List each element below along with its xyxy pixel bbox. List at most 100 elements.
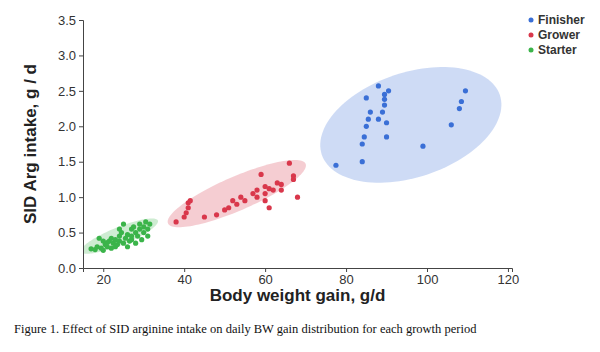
x-tick-label: 120 — [498, 272, 520, 287]
y-tick-label: 2.0 — [58, 119, 76, 134]
x-tick: 40 — [177, 268, 191, 287]
point — [125, 244, 130, 249]
point — [145, 234, 150, 239]
point — [333, 163, 338, 168]
point — [267, 205, 272, 210]
point — [463, 88, 468, 93]
point — [420, 144, 425, 149]
point — [121, 221, 126, 226]
point — [117, 226, 122, 231]
ellipse — [83, 218, 158, 253]
x-tick-label: 40 — [177, 272, 191, 287]
y-tick: 3.5 — [58, 13, 83, 28]
point — [173, 219, 178, 224]
x-tick: 80 — [339, 268, 353, 287]
legend-entry: Starter — [529, 43, 578, 57]
point — [364, 124, 369, 129]
y-axis-line — [79, 21, 84, 269]
x-tick-label: 60 — [258, 272, 272, 287]
point — [129, 237, 134, 242]
point — [386, 88, 391, 93]
point — [449, 122, 454, 127]
point — [376, 83, 381, 88]
point — [366, 117, 371, 122]
x-axis-title: Body weight gain, g/d — [210, 286, 386, 305]
y-tick: 2.5 — [58, 84, 83, 99]
x-tick: 20 — [97, 268, 111, 287]
y-axis-title: SID Arg intake, g / d — [21, 64, 40, 224]
point — [145, 226, 150, 231]
legend-marker — [529, 48, 534, 53]
series — [173, 161, 300, 225]
point — [101, 238, 106, 243]
caption: Figure 1. Effect of SID arginine intake … — [14, 322, 477, 336]
y-tick-label: 1.5 — [58, 154, 76, 169]
point — [238, 195, 243, 200]
point — [226, 205, 231, 210]
point — [121, 241, 126, 246]
point — [382, 102, 387, 107]
y-tick-label: 3.5 — [58, 13, 76, 28]
y-axis: 0.0 0.5 1.0 1.5 2.0 2.5 3.0 3.5 — [58, 13, 84, 276]
legend-entry: Grower — [529, 28, 581, 42]
point — [254, 187, 259, 192]
point — [242, 198, 247, 203]
point — [141, 230, 146, 235]
point — [250, 191, 255, 196]
point — [360, 141, 365, 146]
x-tick: 100 — [417, 268, 439, 287]
point — [279, 182, 284, 187]
point — [384, 120, 389, 125]
y-tick: 2.0 — [58, 119, 83, 134]
point — [133, 241, 138, 246]
x-tick-label: 100 — [417, 272, 439, 287]
y-tick-mark — [79, 91, 83, 92]
point — [376, 117, 381, 122]
point — [368, 110, 373, 115]
x-axis: 20 40 60 80 100 120 — [84, 268, 520, 287]
y-tick-mark — [79, 55, 83, 56]
point — [139, 237, 144, 242]
legend-marker — [529, 33, 534, 38]
point — [279, 187, 284, 192]
y-tick-label: 0.5 — [58, 225, 76, 240]
point — [360, 159, 365, 164]
legend-label: Starter — [538, 43, 577, 57]
ellipse — [168, 160, 306, 227]
legend-marker — [529, 18, 534, 23]
point — [287, 161, 292, 166]
point — [295, 195, 300, 200]
point — [382, 92, 387, 97]
point — [362, 134, 367, 139]
chart: 20 40 60 80 100 120 0.0 0.5 1.0 1.5 2.0 2.5 3.0 3.5 Bo… — [0, 0, 600, 352]
point — [258, 172, 263, 177]
legend: FinisherGrowerStarter — [529, 13, 586, 57]
point — [202, 214, 207, 219]
y-tick: 3.0 — [58, 48, 83, 63]
x-tick-label: 20 — [97, 272, 111, 287]
point — [263, 191, 268, 196]
point — [457, 106, 462, 111]
point — [384, 134, 389, 139]
y-tick-label: 3.0 — [58, 48, 76, 63]
point — [188, 198, 193, 203]
series — [88, 219, 152, 253]
legend-entry: Finisher — [529, 13, 586, 27]
point — [459, 99, 464, 104]
y-tick-label: 2.5 — [58, 84, 76, 99]
point — [101, 248, 106, 253]
point — [135, 234, 140, 239]
point — [254, 195, 259, 200]
point — [263, 198, 268, 203]
y-tick-mark — [79, 20, 83, 21]
y-tick-label: 0.0 — [58, 261, 76, 276]
y-tick: 1.0 — [58, 190, 83, 205]
y-tick-mark — [79, 233, 83, 234]
plot-area — [83, 67, 501, 254]
point — [271, 187, 276, 192]
point — [234, 202, 239, 207]
y-tick-mark — [79, 162, 83, 163]
point — [186, 205, 191, 210]
point — [230, 198, 235, 203]
point — [147, 221, 152, 226]
